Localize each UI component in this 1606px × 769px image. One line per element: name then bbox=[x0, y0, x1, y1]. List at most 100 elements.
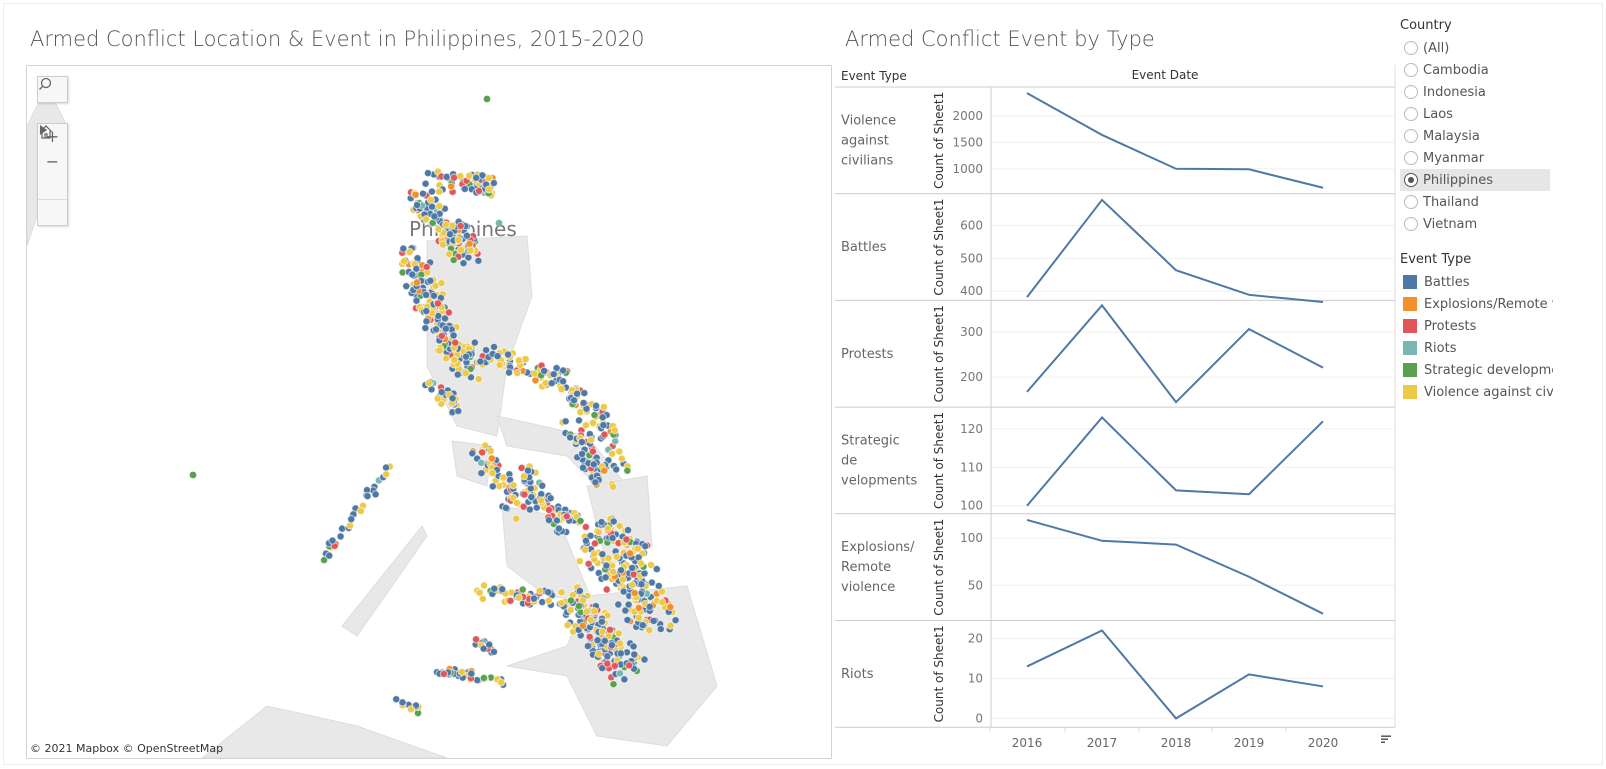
event-point[interactable] bbox=[620, 675, 629, 684]
event-point[interactable] bbox=[189, 471, 197, 479]
data-point[interactable] bbox=[1024, 517, 1030, 523]
event-point[interactable] bbox=[641, 542, 650, 551]
data-point[interactable] bbox=[1320, 365, 1326, 371]
event-point[interactable] bbox=[636, 559, 646, 568]
event-point[interactable] bbox=[422, 306, 431, 316]
event-point[interactable] bbox=[445, 230, 455, 239]
series-line[interactable] bbox=[1026, 415, 1324, 507]
event-point[interactable] bbox=[477, 458, 486, 467]
event-point[interactable] bbox=[412, 200, 422, 210]
event-point[interactable] bbox=[513, 368, 522, 378]
data-point[interactable] bbox=[1099, 132, 1105, 138]
event-point[interactable] bbox=[399, 244, 408, 253]
event-point[interactable] bbox=[427, 187, 437, 196]
event-point[interactable] bbox=[426, 276, 435, 285]
data-point[interactable] bbox=[1024, 503, 1030, 509]
event-point[interactable] bbox=[630, 588, 639, 598]
event-point[interactable] bbox=[583, 641, 592, 651]
event-point[interactable] bbox=[476, 357, 485, 366]
event-point[interactable] bbox=[671, 616, 680, 625]
event-point[interactable] bbox=[512, 514, 521, 523]
country-option[interactable]: Philippines bbox=[1400, 169, 1550, 191]
data-point[interactable] bbox=[1024, 389, 1030, 395]
event-point[interactable] bbox=[557, 384, 566, 394]
event-point[interactable] bbox=[584, 559, 593, 568]
event-point[interactable] bbox=[488, 482, 497, 491]
event-point[interactable] bbox=[535, 586, 544, 595]
series-line[interactable] bbox=[1026, 518, 1324, 615]
data-point[interactable] bbox=[1024, 90, 1030, 96]
event-point[interactable] bbox=[581, 421, 590, 430]
event-point[interactable] bbox=[615, 521, 624, 531]
event-point[interactable] bbox=[616, 566, 626, 575]
event-point[interactable] bbox=[435, 201, 444, 211]
event-point[interactable] bbox=[561, 417, 570, 426]
event-point[interactable] bbox=[615, 639, 625, 648]
event-point[interactable] bbox=[483, 95, 491, 103]
event-point[interactable] bbox=[421, 215, 431, 224]
event-point[interactable] bbox=[444, 308, 454, 317]
event-point[interactable] bbox=[581, 522, 590, 532]
event-point[interactable] bbox=[371, 490, 380, 499]
event-point[interactable] bbox=[461, 352, 471, 361]
event-point[interactable] bbox=[412, 264, 421, 273]
event-point[interactable] bbox=[392, 695, 401, 704]
event-point[interactable] bbox=[566, 596, 576, 605]
event-point[interactable] bbox=[544, 516, 554, 525]
event-point[interactable] bbox=[617, 454, 626, 463]
data-point[interactable] bbox=[1320, 185, 1326, 191]
event-point[interactable] bbox=[402, 282, 411, 291]
event-point[interactable] bbox=[448, 394, 457, 403]
event-point[interactable] bbox=[461, 369, 470, 378]
event-point[interactable] bbox=[488, 469, 497, 478]
event-point[interactable] bbox=[538, 597, 547, 607]
event-point[interactable] bbox=[612, 465, 621, 474]
event-point[interactable] bbox=[588, 447, 598, 456]
event-point[interactable] bbox=[590, 539, 599, 548]
event-point[interactable] bbox=[477, 469, 486, 478]
radio-button[interactable] bbox=[1404, 129, 1418, 143]
event-point[interactable] bbox=[518, 585, 527, 594]
sort-icon[interactable] bbox=[1381, 735, 1391, 743]
event-point[interactable] bbox=[484, 185, 494, 194]
event-point[interactable] bbox=[578, 621, 587, 630]
event-point[interactable] bbox=[593, 636, 602, 645]
event-point[interactable] bbox=[544, 588, 553, 597]
data-point[interactable] bbox=[1099, 197, 1105, 203]
event-point[interactable] bbox=[600, 466, 609, 475]
event-point[interactable] bbox=[598, 413, 607, 422]
event-point[interactable] bbox=[581, 536, 591, 545]
event-point[interactable] bbox=[489, 342, 499, 352]
event-point[interactable] bbox=[423, 168, 433, 178]
event-point[interactable] bbox=[589, 460, 598, 469]
map-attribution[interactable]: © 2021 Mapbox © OpenStreetMap bbox=[30, 742, 224, 755]
legend-item[interactable]: Protests bbox=[1400, 315, 1553, 337]
data-point[interactable] bbox=[1173, 166, 1179, 172]
event-point[interactable] bbox=[654, 581, 663, 591]
country-option[interactable]: Vietnam bbox=[1400, 213, 1550, 235]
event-point[interactable] bbox=[649, 616, 658, 626]
country-option[interactable]: Myanmar bbox=[1400, 147, 1550, 169]
data-point[interactable] bbox=[1024, 294, 1030, 300]
event-point[interactable] bbox=[514, 593, 523, 602]
event-point[interactable] bbox=[474, 186, 484, 196]
country-option[interactable]: Indonesia bbox=[1400, 81, 1550, 103]
event-point[interactable] bbox=[434, 225, 443, 234]
event-point[interactable] bbox=[557, 598, 566, 608]
event-point[interactable] bbox=[398, 698, 407, 707]
event-point[interactable] bbox=[591, 401, 601, 410]
event-point[interactable] bbox=[645, 602, 654, 611]
event-point[interactable] bbox=[623, 526, 633, 535]
event-point[interactable] bbox=[520, 490, 529, 499]
event-point[interactable] bbox=[479, 644, 488, 653]
event-point[interactable] bbox=[544, 505, 554, 515]
event-points[interactable] bbox=[189, 95, 680, 718]
event-point[interactable] bbox=[614, 629, 623, 638]
event-point[interactable] bbox=[666, 602, 675, 612]
event-point[interactable] bbox=[618, 575, 628, 584]
event-point[interactable] bbox=[580, 545, 590, 554]
event-point[interactable] bbox=[399, 256, 409, 266]
event-point[interactable] bbox=[422, 317, 431, 326]
event-point[interactable] bbox=[580, 389, 589, 398]
event-point[interactable] bbox=[576, 516, 585, 526]
